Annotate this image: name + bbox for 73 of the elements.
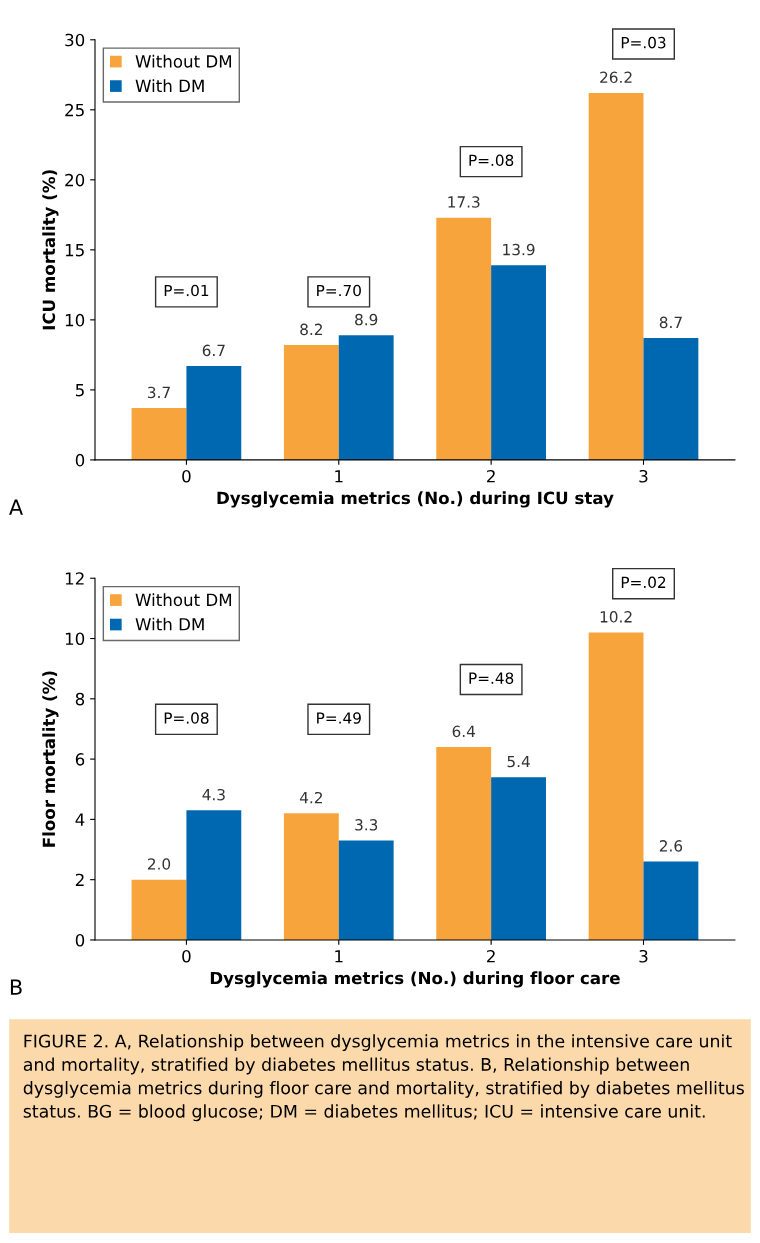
annotation: P=.70	[317, 284, 361, 297]
annotation: P=.08	[469, 154, 514, 167]
bar	[643, 338, 699, 460]
data-label: 2.6	[659, 840, 683, 852]
data-label: 3.7	[148, 386, 170, 399]
data-label: 4.3	[202, 788, 225, 801]
legend-label: With DM	[135, 79, 204, 92]
data-label: 4.2	[299, 791, 322, 804]
bar	[436, 217, 492, 460]
data-label: 6.4	[452, 725, 476, 738]
y-tick-label: 10	[65, 632, 85, 646]
y-tick-label: 20	[65, 173, 85, 187]
data-label: 6.7	[202, 344, 225, 357]
bar	[131, 879, 187, 940]
y-tick-label: 6	[75, 753, 85, 766]
annotation: P=.08	[164, 712, 209, 724]
data-label: 10.2	[600, 611, 632, 623]
bar	[131, 408, 187, 460]
text: A	[9, 499, 23, 515]
caption: FIGURE 2. A, Relationship between dysglycemia metrics in the intensive care unit and mortality, stratified by diabetes mellitus status. B, Relationship between dysglycemia metrics during floor care and mortality, stratified by diabetes mellitus status. BG = blood glucose; DM = diabetes mellitus; ICU = intensive care unit.	[23, 1034, 744, 1122]
y-axis-title: Floor mortality (%)	[42, 671, 59, 847]
x-tick-label: 0	[182, 949, 191, 963]
y-tick-label: 4	[75, 813, 85, 826]
annotation: P=.48	[469, 672, 514, 684]
y-tick-label: 0	[75, 933, 85, 947]
x-tick-label: 1	[335, 950, 343, 963]
data-label: 17.3	[448, 196, 480, 208]
bar	[436, 747, 492, 940]
data-label: 5.4	[507, 755, 530, 768]
y-tick-label: 8	[75, 692, 85, 706]
data-label: 13.9	[503, 243, 535, 256]
data-label: 3.3	[355, 819, 378, 831]
x-axis-title: Dysglycemia metrics (No.) during floor care	[210, 971, 620, 988]
annotation: P=.01	[164, 284, 209, 297]
annotation: P=.49	[317, 712, 361, 724]
x-tick-label: 0	[182, 469, 191, 483]
y-tick-label: 0	[75, 453, 85, 467]
y-tick-label: 30	[65, 33, 85, 47]
bar	[283, 813, 339, 940]
bar	[186, 366, 242, 460]
bar	[491, 777, 546, 940]
bar	[338, 335, 394, 460]
data-label: 8.9	[355, 313, 378, 326]
bar	[491, 265, 546, 460]
x-tick-label: 1	[335, 470, 343, 483]
bar	[588, 632, 644, 940]
y-axis-title: ICU mortality (%)	[42, 170, 59, 330]
bar	[338, 840, 394, 940]
y-tick-label: 15	[65, 244, 84, 257]
legend-label: Without DM	[135, 593, 232, 607]
text: B	[10, 979, 22, 995]
data-label: 2.0	[147, 858, 171, 870]
legend-label: With DM	[135, 617, 204, 631]
x-tick-label: 2	[487, 469, 495, 483]
y-tick-label: 2	[75, 873, 84, 886]
legend-label: Without DM	[135, 54, 232, 68]
data-label: 26.2	[600, 71, 632, 84]
data-label: 8.2	[300, 323, 322, 336]
x-tick-label: 2	[487, 949, 495, 963]
y-tick-label: 25	[65, 103, 84, 117]
y-tick-label: 5	[75, 384, 84, 397]
y-tick-label: 12	[65, 572, 84, 585]
bar	[186, 810, 242, 940]
annotation: P=.03	[621, 36, 666, 49]
bar	[283, 345, 339, 460]
annotation: P=.02	[621, 576, 666, 589]
y-tick-label: 10	[65, 313, 85, 327]
bar	[643, 861, 699, 940]
data-label: 8.7	[659, 316, 682, 329]
x-tick-label: 3	[639, 469, 648, 483]
bar	[588, 92, 644, 460]
x-tick-label: 3	[639, 949, 648, 963]
x-axis-title: Dysglycemia metrics (No.) during ICU stay	[217, 491, 614, 508]
